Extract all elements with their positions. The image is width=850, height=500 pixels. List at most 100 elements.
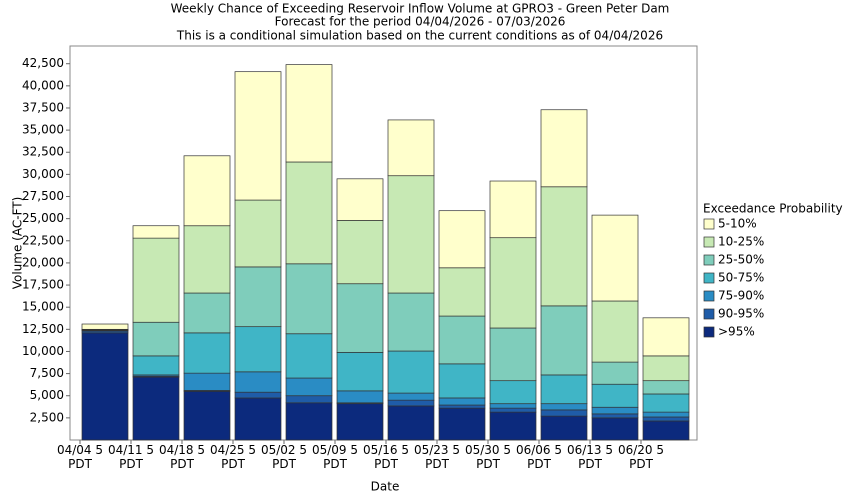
legend-label: 50-75%	[718, 271, 764, 285]
y-tick-label: 20,000	[22, 255, 64, 269]
chart-subtitle: This is a conditional simulation based o…	[176, 29, 663, 43]
bar-segment	[132, 321, 180, 357]
y-tick-label: 37,500	[22, 100, 64, 114]
bar-segment	[489, 380, 537, 405]
x-tick-label-box: 06/06 5 PDT	[515, 443, 563, 471]
chart-subtitle: Forecast for the period 04/04/2026 - 07/…	[275, 15, 566, 29]
bar-segment	[438, 404, 486, 409]
x-tick-label-box: 05/30 5 PDT	[464, 443, 512, 471]
legend-swatch	[703, 272, 715, 284]
bar-segment	[336, 178, 384, 221]
legend-swatch	[703, 218, 715, 230]
bar-segment	[642, 420, 690, 441]
legend-swatch	[703, 290, 715, 302]
bar-segment	[642, 416, 690, 422]
bar-segment	[489, 411, 537, 441]
bar-segment	[81, 332, 129, 441]
bar-segment	[336, 351, 384, 392]
x-tick-label: 04/11 5 PDT	[107, 443, 155, 471]
bar-segment	[285, 263, 333, 335]
x-tick-label: 05/30 5 PDT	[464, 443, 512, 471]
bar-segment	[591, 417, 639, 441]
bar-segment	[336, 403, 384, 441]
x-tick-label: 05/16 5 PDT	[362, 443, 410, 471]
legend-title: Exceedance Probability	[703, 202, 843, 216]
bar-segment	[234, 266, 282, 328]
bar-segment	[183, 292, 231, 334]
bar-segment	[591, 413, 639, 419]
y-tick-label: 12,500	[22, 322, 64, 336]
x-tick-label: 05/02 5 PDT	[260, 443, 308, 471]
x-tick-label: 06/06 5 PDT	[515, 443, 563, 471]
bar-segment	[336, 283, 384, 353]
legend-swatch	[703, 254, 715, 266]
bar-segment	[132, 225, 180, 239]
bar-segment	[387, 175, 435, 294]
legend-label: >95%	[718, 325, 755, 339]
bar-segment	[438, 210, 486, 269]
y-axis-label: Volume (AC-FT)	[11, 197, 25, 290]
x-tick-label: 06/13 5 PDT	[566, 443, 614, 471]
y-tick-label: 30,000	[22, 167, 64, 181]
bar-segment	[591, 406, 639, 415]
legend-label: 25-50%	[718, 253, 764, 267]
bar-segment	[489, 403, 537, 409]
x-tick-label: 05/09 5 PDT	[311, 443, 359, 471]
bar-segment	[234, 326, 282, 373]
y-tick-label: 27,500	[22, 189, 64, 203]
y-tick-label: 25,000	[22, 211, 64, 225]
bar-segment	[540, 109, 588, 188]
bar-segment	[540, 415, 588, 441]
x-axis-label: Date	[371, 480, 400, 494]
bar-segment	[387, 399, 435, 407]
bar-segment	[591, 300, 639, 363]
bar-segment	[591, 383, 639, 408]
bar-segment	[540, 403, 588, 411]
bar-segment	[489, 180, 537, 239]
bar-segment	[387, 292, 435, 352]
bar-segment	[438, 363, 486, 399]
bar-segment	[234, 371, 282, 393]
x-tick-label: 05/23 5 PDT	[413, 443, 461, 471]
bar-segment	[642, 380, 690, 395]
bar-segment	[642, 355, 690, 382]
bar-segment	[285, 395, 333, 404]
plot-frame	[69, 45, 698, 441]
bar-segment	[387, 405, 435, 441]
chart-title: Weekly Chance of Exceeding Reservoir Inf…	[171, 2, 670, 16]
y-tick-label: 42,500	[22, 56, 64, 70]
legend-label: 10-25%	[718, 235, 764, 249]
y-tick-label: 40,000	[22, 78, 64, 92]
y-tick-label: 15,000	[22, 300, 64, 314]
bar-segment	[285, 161, 333, 265]
bar-segment	[387, 350, 435, 394]
bar-segment	[183, 372, 231, 391]
bar-segment	[489, 327, 537, 382]
bar-segment	[336, 390, 384, 404]
bar-segment	[285, 377, 333, 397]
bar-segment	[438, 397, 486, 406]
bar-segment	[132, 355, 180, 376]
bar-segment	[642, 411, 690, 418]
bar-segment	[183, 155, 231, 227]
y-tick-label: 2,500	[30, 410, 64, 424]
y-tick-label: 32,500	[22, 145, 64, 159]
bar-segment	[438, 407, 486, 441]
bar-segment	[183, 390, 231, 441]
bar-segment	[234, 199, 282, 268]
x-tick-label-box: 04/11 5 PDT	[107, 443, 155, 471]
bar-segment	[285, 64, 333, 163]
y-tick-label: 17,500	[22, 278, 64, 292]
bar-segment	[387, 392, 435, 401]
bar-segment	[642, 317, 690, 357]
y-tick-label: 22,500	[22, 233, 64, 247]
bar-segment	[591, 214, 639, 302]
legend-swatch	[703, 236, 715, 248]
bar-segment	[234, 391, 282, 399]
x-tick-label: 04/25 5 PDT	[209, 443, 257, 471]
legend-swatch	[703, 326, 715, 338]
bar-segment	[540, 186, 588, 307]
x-tick-label-box: 05/02 5 PDT	[260, 443, 308, 471]
x-tick-label-box: 06/20 5 PDT	[618, 443, 664, 471]
